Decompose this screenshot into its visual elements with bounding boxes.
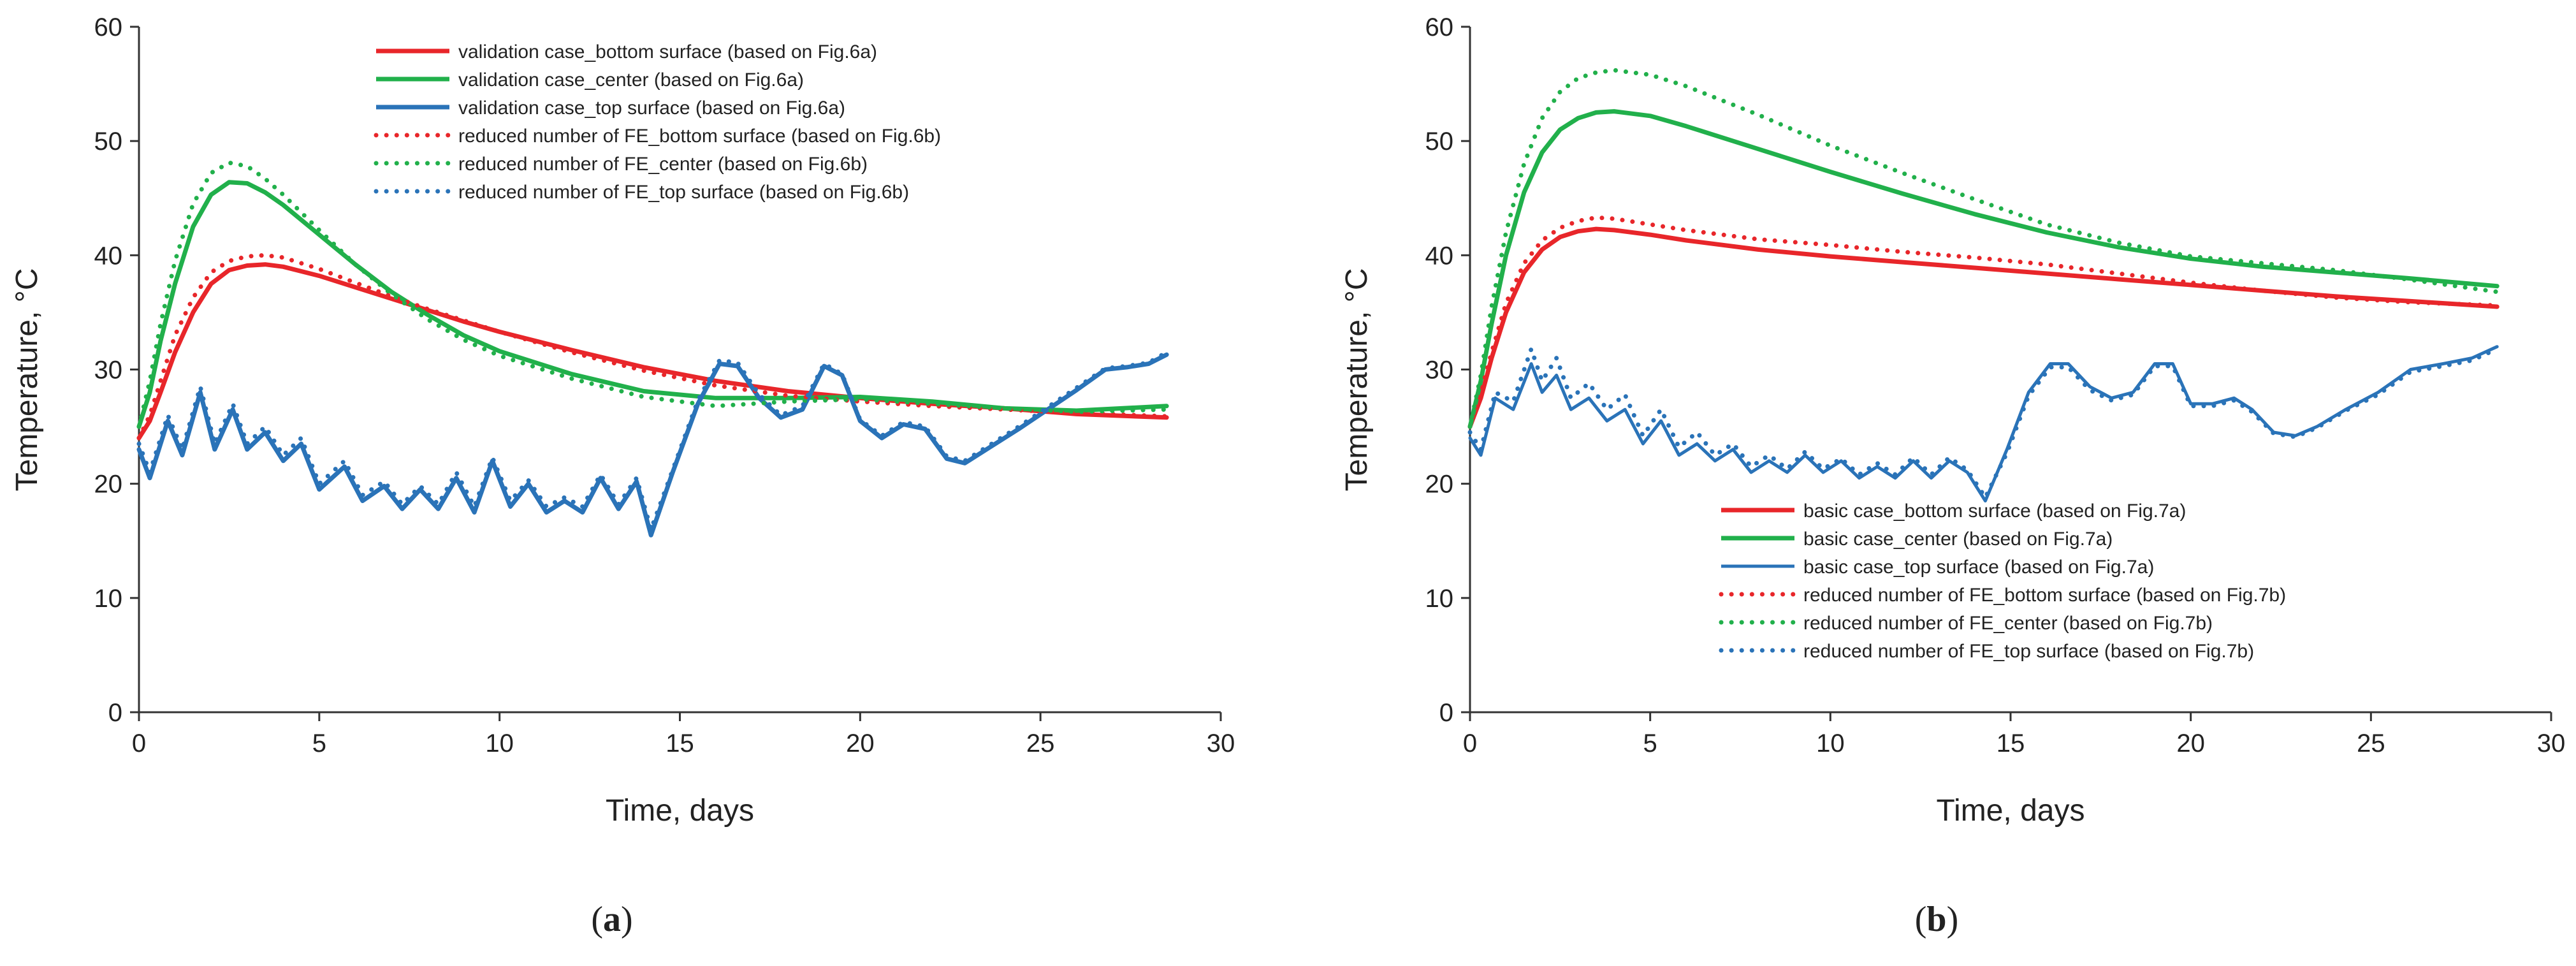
x-tick-label: 20 xyxy=(2176,729,2205,757)
y-tick-label: 30 xyxy=(1425,356,1454,384)
legend-entry: reduced number of FE_top surface (based … xyxy=(1803,641,2254,662)
y-tick-label: 50 xyxy=(94,128,123,156)
caption-close-paren: ) xyxy=(621,900,633,939)
series-line-2 xyxy=(136,180,1169,429)
x-tick-label: 20 xyxy=(846,729,875,757)
y-tick-label: 10 xyxy=(94,585,123,613)
series-line-1 xyxy=(136,262,1169,441)
x-tick-label: 30 xyxy=(2537,729,2566,757)
legend: basic case_bottom surface (based on Fig.… xyxy=(1719,501,2286,662)
legend: validation case_bottom surface (based on… xyxy=(374,41,941,203)
series-line-5 xyxy=(1467,68,2500,429)
legend-entry: reduced number of FE_top surface (based … xyxy=(458,182,909,203)
x-axis-label: Time, days xyxy=(606,794,754,828)
caption-close-paren: ) xyxy=(1947,900,1959,939)
legend-entry: reduced number of FE_center (based on Fi… xyxy=(1803,613,2213,634)
x-tick-label: 10 xyxy=(1816,729,1845,757)
x-tick-label: 0 xyxy=(132,729,146,757)
y-tick-label: 0 xyxy=(1439,699,1453,727)
x-tick-label: 30 xyxy=(1207,729,1235,757)
y-tick-label: 40 xyxy=(94,242,123,270)
x-tick-label: 5 xyxy=(312,729,326,757)
y-axis-label: Temperature, °C xyxy=(10,268,44,492)
y-axis-label: Temperature, °C xyxy=(1340,268,1374,492)
x-axis-label: Time, days xyxy=(1937,794,2085,828)
x-tick-label: 15 xyxy=(666,729,694,757)
series-line-4 xyxy=(136,252,1169,441)
legend-entry: reduced number of FE_bottom surface (bas… xyxy=(1803,585,2286,606)
y-tick-label: 0 xyxy=(108,699,122,727)
y-tick-label: 10 xyxy=(1425,585,1454,613)
legend-entry: validation case_center (based on Fig.6a) xyxy=(458,70,804,91)
legend-entry: reduced number of FE_center (based on Fi… xyxy=(458,154,868,175)
x-tick-label: 25 xyxy=(1026,729,1055,757)
x-tick-label: 5 xyxy=(1643,729,1657,757)
series-line-2 xyxy=(1467,109,2500,429)
chart-panel-b: 0 5 10 15 20 25 30 0 10 20 30 40 50 60 Time, days Tempe… xyxy=(1340,13,2565,939)
series-line-6 xyxy=(136,350,1169,532)
panel-caption: (a) xyxy=(591,900,632,939)
caption-letter: a xyxy=(603,900,621,939)
chart-panel-a: 0 5 10 15 20 25 30 0 10 20 30 40 50 60 Time, days Tempe… xyxy=(10,13,1235,939)
x-tick-label: 10 xyxy=(485,729,514,757)
y-tick-label: 60 xyxy=(94,13,123,41)
series-line-6 xyxy=(1467,346,2500,500)
legend-entry: validation case_bottom surface (based on… xyxy=(458,41,877,62)
y-tick-label: 60 xyxy=(1425,13,1454,41)
series-line-4 xyxy=(1467,215,2500,429)
y-tick-label: 30 xyxy=(94,356,123,384)
legend-entry: basic case_bottom surface (based on Fig.… xyxy=(1803,501,2186,522)
legend-entry: basic case_center (based on Fig.7a) xyxy=(1803,529,2113,550)
series-line-3 xyxy=(1468,345,2499,502)
y-tick-label: 20 xyxy=(94,471,123,499)
caption-open-paren: ( xyxy=(1915,900,1927,939)
x-tick-label: 0 xyxy=(1463,729,1477,757)
caption-letter: b xyxy=(1926,900,1946,939)
y-tick-label: 20 xyxy=(1425,471,1454,499)
panel-caption: (b) xyxy=(1915,900,1958,939)
x-tick-label: 25 xyxy=(2357,729,2385,757)
caption-open-paren: ( xyxy=(591,900,603,939)
legend-entry: validation case_top surface (based on Fi… xyxy=(458,98,845,119)
x-tick-label: 15 xyxy=(1997,729,2025,757)
y-tick-label: 50 xyxy=(1425,128,1454,156)
y-tick-label: 40 xyxy=(1425,242,1454,270)
legend-entry: basic case_top surface (based on Fig.7a) xyxy=(1803,557,2154,578)
legend-entry: reduced number of FE_bottom surface (bas… xyxy=(458,126,941,147)
